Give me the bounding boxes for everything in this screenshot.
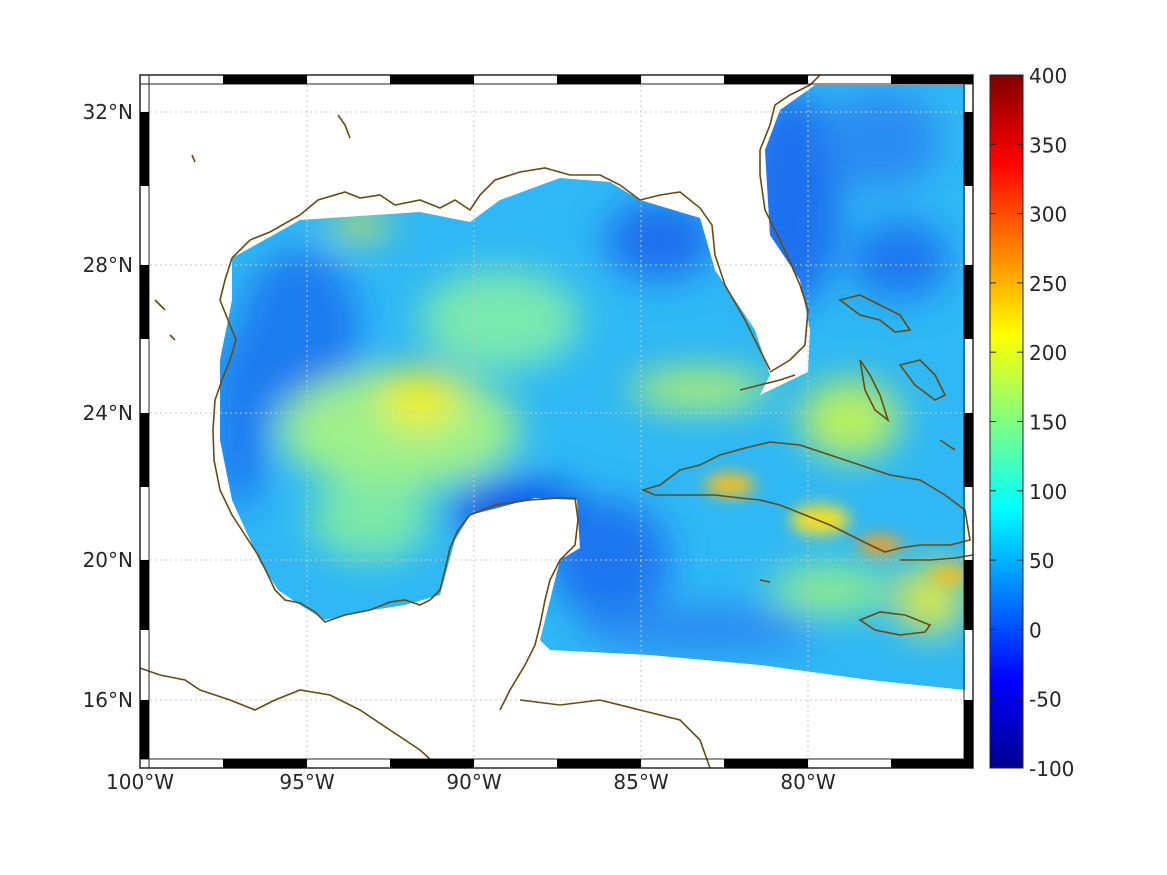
colorbar-tick-label: 350 [1029, 133, 1067, 157]
colorbar-tick-label: 200 [1029, 341, 1067, 365]
jamaica [858, 611, 932, 636]
lon-tick-label: 95°W [279, 770, 334, 794]
cuba [640, 441, 971, 553]
lat-tick-label: 24°N [83, 401, 133, 425]
colorbar: 400 350 300 250 200 150 100 50 0 -50 -100 [989, 64, 1074, 781]
lon-tick-labels: 100°W 95°W 90°W 85°W 80°W [106, 770, 836, 794]
lon-tick-label: 80°W [780, 770, 835, 794]
florida-east-coast [759, 75, 821, 373]
central-america-coast [140, 667, 441, 768]
colorbar-ticks: 400 350 300 250 200 150 100 50 0 -50 -100 [990, 64, 1074, 781]
small-islands [154, 114, 956, 583]
mexico-coast [212, 257, 579, 711]
lon-tick-label: 100°W [106, 770, 174, 794]
colorbar-tick-label: 150 [1029, 411, 1067, 435]
us-gulf-coast [231, 167, 771, 371]
florida-keys [739, 374, 796, 391]
colorbar-tick-label: 400 [1029, 64, 1067, 88]
bahamas-1 [838, 294, 912, 333]
lat-tick-label: 20°N [83, 548, 133, 572]
lat-tick-label: 16°N [83, 688, 133, 712]
colorbar-tick-label: 50 [1029, 549, 1054, 573]
bahamas-2 [859, 359, 890, 423]
colorbar-tick-label: 100 [1029, 480, 1067, 504]
honduras-coast [519, 699, 711, 768]
lat-tick-labels: 32°N 28°N 24°N 20°N 16°N [83, 100, 133, 712]
colorbar-tick-label: -100 [1029, 757, 1074, 781]
coastlines [140, 75, 973, 768]
lon-tick-label: 90°W [446, 770, 501, 794]
colorbar-tick-label: 250 [1029, 272, 1067, 296]
bahamas-3 [898, 359, 947, 401]
colorbar-tick-label: 300 [1029, 203, 1067, 227]
data-field [220, 85, 965, 690]
colorbar-tick-label: -50 [1029, 688, 1062, 712]
lon-tick-label: 85°W [613, 770, 668, 794]
colorbar-tick-label: 0 [1029, 618, 1042, 642]
lat-tick-label: 28°N [83, 253, 133, 277]
map-gridlines [140, 75, 973, 768]
map-frame [139, 74, 974, 769]
lat-tick-label: 32°N [83, 100, 133, 124]
